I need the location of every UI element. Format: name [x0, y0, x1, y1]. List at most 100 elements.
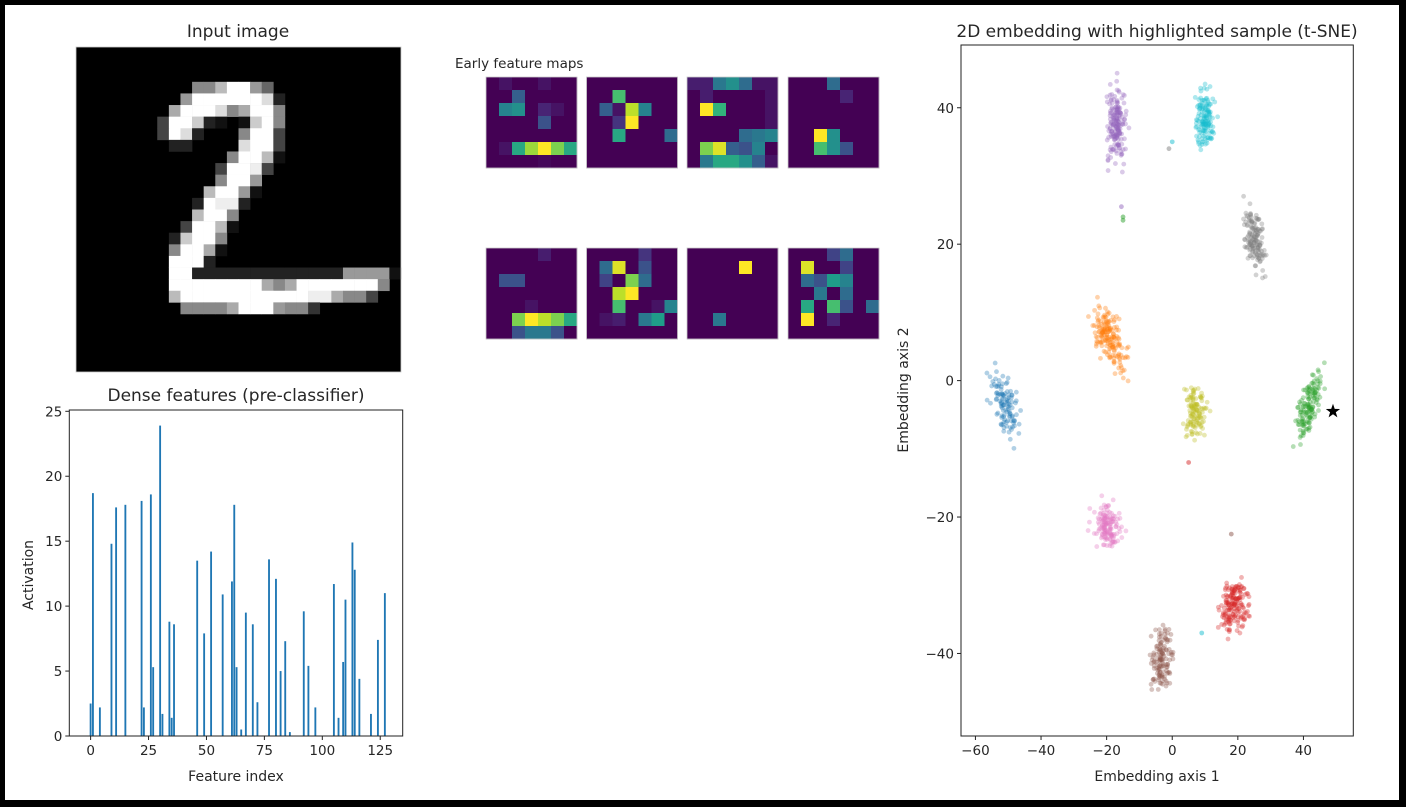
scatter-point [1203, 118, 1208, 124]
feature-map [686, 247, 779, 340]
bar [168, 621, 171, 736]
scatter-point [1100, 330, 1106, 336]
feature-map-cell [765, 129, 779, 143]
scatter-point [1098, 321, 1104, 327]
scatter-point [1122, 136, 1127, 142]
feature-map-cell [739, 326, 753, 340]
scatter-point [998, 399, 1004, 405]
scatter-point [1102, 338, 1108, 344]
scatter-point [1114, 314, 1119, 319]
scatter-point [1099, 325, 1105, 331]
scatter-point [1250, 249, 1255, 255]
scatter-point [1110, 513, 1116, 519]
feature-map-cell [739, 274, 753, 288]
feature-map-cell [525, 326, 539, 340]
scatter-point [1106, 337, 1112, 342]
scatter-point [1251, 253, 1257, 259]
scatter-point [1242, 237, 1248, 243]
scatter-point [1232, 588, 1237, 594]
scatter-point [1011, 420, 1017, 426]
scatter-point [1200, 426, 1205, 431]
highlighted-sample-star-icon [1325, 403, 1341, 418]
scatter-point [1197, 106, 1203, 112]
scatter-point [1259, 253, 1265, 259]
scatter-point [999, 413, 1005, 419]
scatter-point [1310, 409, 1316, 415]
feature-map-cell [538, 326, 552, 340]
scatter-point [1199, 119, 1205, 125]
scatter-point [1162, 676, 1168, 682]
scatter-point [1157, 670, 1163, 675]
scatter-point [1111, 348, 1117, 354]
feature-map-cell [499, 142, 513, 156]
feature-map [787, 247, 880, 340]
feature-map-cell [814, 313, 828, 327]
scatter-point [1119, 151, 1125, 157]
scatter-point [1306, 404, 1312, 410]
scatter-point [1103, 318, 1109, 324]
scatter-point [995, 391, 1001, 397]
scatter-point [1109, 510, 1114, 516]
scatter-point [1207, 135, 1213, 141]
scatter-point [1114, 531, 1120, 537]
scatter-point [1006, 401, 1012, 407]
image-pixel [215, 279, 228, 292]
bar-y-axis-label: Activation [21, 540, 37, 610]
scatter-point [1116, 130, 1122, 136]
scatter-point [1099, 522, 1105, 528]
scatter-point [1111, 516, 1117, 522]
scatter-point [1117, 110, 1123, 116]
scatter-point [1116, 142, 1122, 148]
scatter-point [1196, 421, 1202, 427]
scatter-point [1207, 109, 1213, 115]
feature-map-cell [551, 129, 565, 143]
feature-map-cell [551, 300, 565, 314]
scatter-point [1105, 517, 1111, 523]
image-pixel [377, 267, 390, 280]
scatter-point [1112, 137, 1118, 142]
scatter-point [1301, 400, 1307, 406]
scatter-point [1114, 522, 1120, 527]
scatter-point [1104, 543, 1110, 548]
scatter-point [1095, 319, 1101, 325]
scatter-point [1101, 327, 1107, 332]
scatter-point [1231, 618, 1237, 624]
image-pixel [354, 290, 367, 303]
scatter-point [1248, 235, 1254, 240]
scatter-point [1110, 341, 1116, 346]
image-pixel [261, 279, 274, 292]
scatter-point [993, 397, 999, 403]
scatter-point [1112, 127, 1118, 132]
scatter-point [1309, 410, 1315, 416]
scatter-point [1102, 531, 1108, 536]
scatter-point [1113, 104, 1119, 110]
y-tick-label: 25 [45, 404, 62, 420]
scatter-point [1253, 225, 1259, 230]
scatter-point [1102, 526, 1107, 532]
scatter-point [1120, 119, 1126, 125]
scatter-point [1120, 92, 1126, 97]
feature-map [485, 76, 578, 169]
feature-map-cell [664, 248, 678, 262]
scatter-point [1123, 112, 1129, 118]
scatter-point [1110, 516, 1116, 522]
feature-map-cell [827, 248, 841, 262]
scatter-point [1303, 409, 1308, 415]
feature-map-cell [866, 155, 880, 169]
scatter-point [1248, 211, 1253, 216]
image-pixel [180, 302, 193, 315]
scatter-point [1299, 412, 1305, 418]
scatter-point [1099, 343, 1105, 349]
scatter-point [1305, 404, 1310, 409]
scatter-point [1157, 627, 1162, 632]
scatter-point [1114, 110, 1119, 115]
scatter-point [1116, 122, 1122, 128]
scatter-point [1181, 386, 1187, 392]
scatter-point [1096, 317, 1101, 323]
feature-map-cell [726, 313, 740, 327]
scatter-point [1231, 594, 1236, 599]
x-tick-label: 50 [198, 743, 215, 759]
scatter-point [1206, 117, 1212, 123]
image-pixel [250, 81, 263, 94]
scatter-point [1204, 95, 1210, 101]
